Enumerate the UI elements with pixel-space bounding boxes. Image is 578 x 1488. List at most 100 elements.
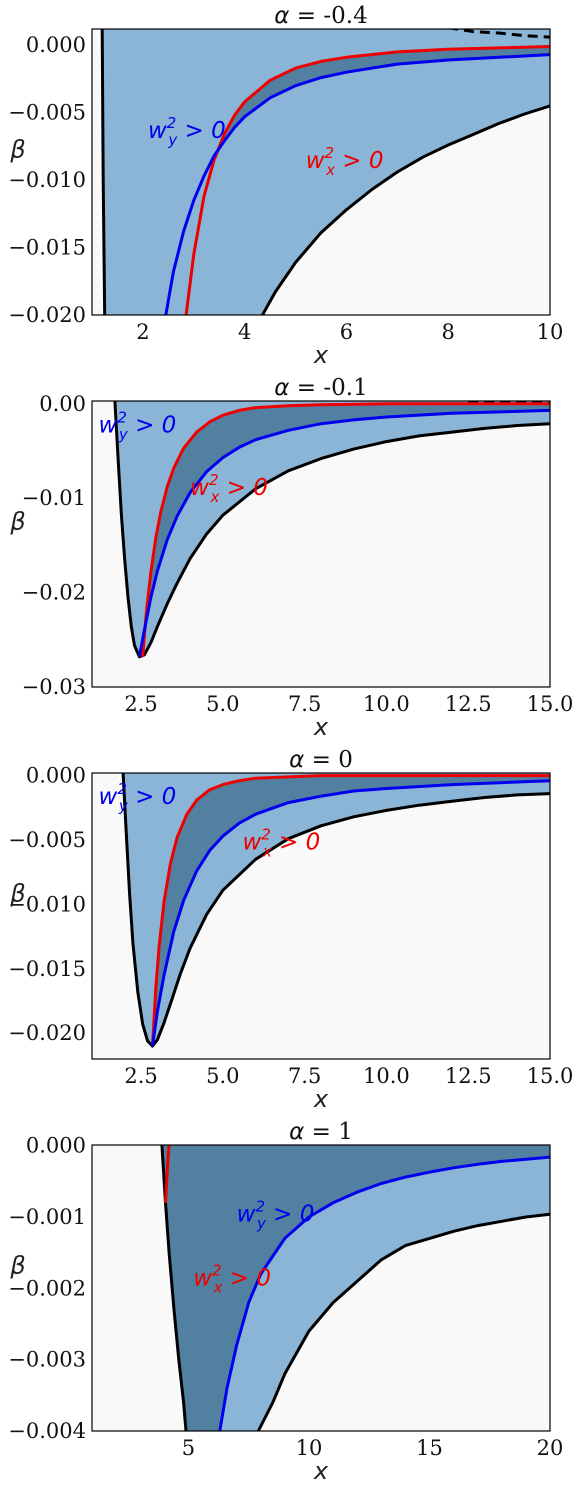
annotation-y: w2 y > 0 (148, 114, 226, 149)
title-eq: = (289, 3, 323, 29)
annotation-y: w2 y > 0 (237, 1197, 315, 1232)
title-symbol: α (274, 375, 289, 401)
x-tick-label: 5.0 (206, 1064, 239, 1088)
title-value: 0 (338, 747, 353, 773)
y-tick-label: 0.00 (39, 392, 86, 416)
w-x-curve (141, 402, 550, 657)
x-axis-label: x (313, 1085, 329, 1113)
title-value: -0.4 (323, 3, 367, 29)
y-tick-label: −0.020 (8, 1021, 86, 1045)
x-tick-label: 8 (442, 320, 455, 344)
axes-frame (91, 772, 551, 1060)
y-tick-label: −0.002 (8, 1276, 86, 1300)
x-axis-label: x (313, 341, 329, 369)
w-x-curve (151, 774, 550, 1047)
boundary-lower-line (261, 104, 550, 315)
annotation-x: w2 x > 0 (190, 471, 268, 506)
y-tick-label: −0.02 (22, 581, 86, 605)
stable-region (102, 29, 550, 315)
title-eq: = (304, 1119, 338, 1145)
plot-area (160, 1145, 550, 1431)
x-tick-label: 2.5 (124, 692, 157, 716)
y-axis-label: β (9, 1252, 25, 1280)
stable-region (123, 773, 550, 1047)
x-tick-label: 15.0 (527, 692, 574, 716)
w-y-curve (137, 408, 550, 658)
x-tick-label: 10 (296, 1436, 323, 1460)
w-y-curve (151, 779, 550, 1047)
y-tick-label: −0.005 (8, 101, 86, 125)
x-tick-label: 6 (340, 320, 353, 344)
plot-area (121, 773, 550, 1048)
panel-1: 2 4 6 8 10 0.000 −0.005 −0.010 −0.015 −0.020 x β α =… (8, 3, 563, 369)
y-tick-label: −0.004 (8, 1419, 86, 1443)
axes-frame (91, 400, 551, 688)
x-tick-label: 10.0 (363, 692, 410, 716)
w-y-curve (164, 53, 550, 315)
stable-region (114, 401, 550, 657)
x-tick-label: 5.0 (206, 692, 239, 716)
y-axis-label: β (9, 880, 25, 908)
plot-area (100, 29, 550, 315)
annotation-y: w2 y > 0 (99, 780, 177, 815)
y-tick-label: −0.015 (8, 957, 86, 981)
panel-2: 2.5 5.0 7.5 10.0 12.5 15.0 0.00 −0.01 −0.02 −0.03… (9, 375, 573, 741)
panel-title: α = -0.4 (274, 3, 367, 29)
x-tick-label: 12.5 (445, 1064, 492, 1088)
y-tick-label: −0.003 (8, 1348, 86, 1372)
panel-title: α = 1 (289, 1119, 353, 1145)
x-tick-label: 10.0 (363, 1064, 410, 1088)
w-y-curve (218, 1155, 550, 1431)
both-positive-region (161, 1145, 550, 1431)
boundary-lower-line (121, 773, 550, 1048)
y-tick-label: −0.001 (8, 1205, 86, 1229)
annotation-x: w2 x > 0 (193, 1262, 271, 1297)
title-value: -0.1 (323, 375, 367, 401)
x-tick-label: 10 (537, 320, 564, 344)
plot-area (113, 401, 550, 659)
left-wall-line (100, 29, 107, 315)
y-tick-label: −0.010 (8, 892, 86, 916)
w-x-curve (164, 1145, 171, 1203)
x-tick-label: 7.5 (288, 692, 321, 716)
x-tick-label: 2 (136, 320, 149, 344)
boundary-lower-line (256, 1212, 550, 1431)
axes-frame (91, 1144, 551, 1432)
panel-3: 2.5 5.0 7.5 10.0 12.5 15.0 0.000 −0.005 −0.010 −0… (8, 747, 573, 1113)
x-axis-label: x (313, 1457, 329, 1485)
title-symbol: α (274, 3, 289, 29)
y-tick-label: −0.010 (8, 168, 86, 192)
x-tick-label: 4 (238, 320, 251, 344)
title-value: 1 (338, 1119, 353, 1145)
y-tick-label: 0.000 (26, 764, 86, 788)
y-axis-label: β (9, 508, 25, 536)
panel-title: α = 0 (289, 747, 353, 773)
y-tick-label: −0.015 (8, 236, 86, 260)
x-tick-label: 15 (416, 1436, 443, 1460)
y-tick-label: −0.03 (22, 675, 86, 699)
y-axis-label: β (9, 136, 25, 164)
x-tick-label: 2.5 (124, 1064, 157, 1088)
y-tick-label: −0.01 (22, 486, 86, 510)
panel-title: α = -0.1 (274, 375, 367, 401)
x-axis-label: x (313, 713, 329, 741)
title-eq: = (304, 747, 338, 773)
panel-4: 5 10 15 20 0.000 −0.001 −0.002 −0.003 −0.004 x β α … (8, 1119, 563, 1485)
x-tick-label: 20 (537, 1436, 564, 1460)
annotation-y: w2 y > 0 (99, 409, 177, 444)
y-tick-label: 0.000 (26, 33, 86, 57)
x-tick-label: 5 (182, 1436, 195, 1460)
w-x-curve (184, 45, 550, 315)
y-tick-label: 0.000 (26, 1134, 86, 1158)
x-tick-label: 15.0 (527, 1064, 574, 1088)
title-eq: = (289, 375, 323, 401)
both-positive-region (219, 46, 550, 149)
y-tick-label: −0.005 (8, 828, 86, 852)
annotation-x: w2 x > 0 (306, 144, 384, 179)
boundary-lower-line (113, 401, 550, 659)
annotation-x: w2 x > 0 (242, 825, 320, 860)
x-tick-label: 12.5 (445, 692, 492, 716)
axes-frame (91, 28, 551, 316)
title-symbol: α (289, 1119, 304, 1145)
